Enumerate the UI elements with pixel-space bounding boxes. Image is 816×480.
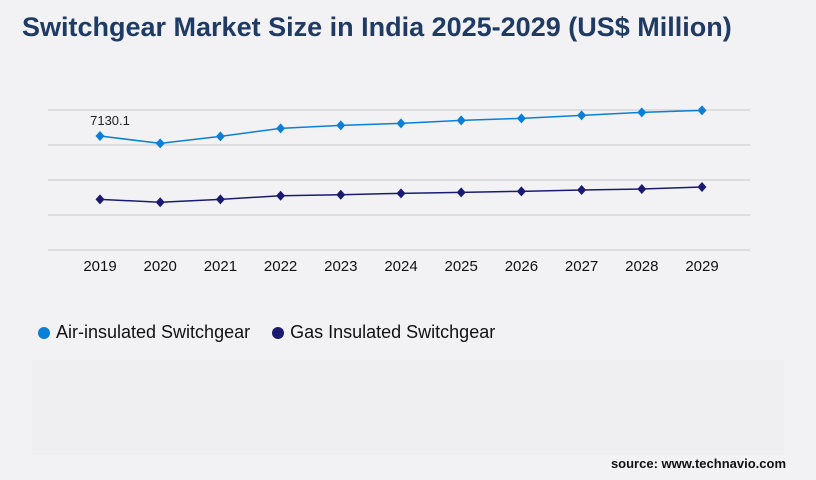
x-tick-label: 2027 [565, 258, 598, 275]
data-point [456, 115, 466, 126]
x-tick-label: 2022 [264, 258, 297, 275]
x-tick-label: 2026 [505, 258, 538, 275]
x-tick-label: 2028 [625, 258, 658, 275]
data-point [637, 107, 647, 118]
line-chart: 2019 2020 2021 2022 2023 2024 2025 2026 2027 2028… [48, 105, 750, 275]
x-tick-label: 2024 [384, 258, 417, 275]
data-point [276, 123, 286, 134]
source-credit: source: www.technavio.com [610, 456, 786, 471]
x-tick-label: 2019 [83, 258, 116, 275]
data-point [697, 105, 707, 116]
legend-marker-icon [272, 326, 285, 339]
data-point [516, 113, 526, 124]
legend: Air-insulated Switchgear Gas Insulated S… [38, 322, 495, 343]
x-tick-label: 2023 [324, 258, 357, 275]
chart-title: Switchgear Market Size in India 2025-202… [22, 12, 732, 42]
x-tick-label: 2020 [144, 258, 177, 275]
x-tick-label: 2021 [204, 258, 237, 275]
data-point [697, 182, 707, 193]
x-tick-label: 2029 [685, 258, 718, 275]
data-point [456, 187, 466, 198]
data-point [95, 194, 105, 205]
bottom-panel [32, 360, 784, 455]
data-point [637, 184, 647, 195]
data-point [396, 188, 406, 199]
data-point [336, 120, 346, 131]
data-point [215, 194, 225, 205]
legend-item-air-insulated[interactable]: Air-insulated Switchgear [38, 322, 250, 343]
legend-item-gas-insulated[interactable]: Gas Insulated Switchgear [272, 322, 495, 343]
data-point [577, 185, 587, 196]
data-point [396, 118, 406, 129]
data-point [276, 190, 286, 201]
data-point [95, 131, 105, 142]
data-point [577, 110, 587, 121]
legend-marker-icon [38, 326, 50, 339]
data-point [155, 138, 165, 149]
data-point [516, 186, 526, 197]
data-point [336, 189, 346, 200]
data-point [215, 131, 225, 142]
legend-label: Gas Insulated Switchgear [290, 322, 496, 342]
data-label: 7130.1 [90, 113, 130, 128]
data-point [155, 197, 165, 208]
legend-label: Air-insulated Switchgear [56, 322, 251, 342]
x-tick-label: 2025 [445, 258, 478, 275]
